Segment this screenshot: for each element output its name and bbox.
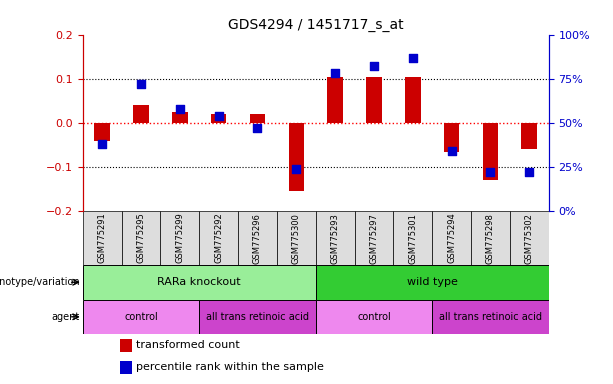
Bar: [432, 211, 471, 265]
Text: all trans retinoic acid: all trans retinoic acid: [206, 312, 309, 322]
Point: [291, 166, 301, 172]
Bar: [211, 114, 226, 123]
Bar: [327, 78, 343, 123]
Title: GDS4294 / 1451717_s_at: GDS4294 / 1451717_s_at: [228, 18, 403, 32]
Text: GSM775301: GSM775301: [408, 213, 417, 263]
Text: percentile rank within the sample: percentile rank within the sample: [136, 362, 324, 372]
Bar: [161, 211, 199, 265]
Text: control: control: [357, 312, 391, 322]
Bar: [199, 300, 316, 334]
Text: wild type: wild type: [407, 277, 457, 287]
Text: GSM775297: GSM775297: [370, 213, 378, 263]
Text: GSM775298: GSM775298: [486, 213, 495, 263]
Point: [524, 169, 534, 175]
Text: genotype/variation: genotype/variation: [0, 277, 80, 287]
Point: [97, 141, 107, 147]
Point: [253, 125, 262, 131]
Bar: [471, 211, 510, 265]
Point: [330, 70, 340, 76]
Bar: [316, 265, 549, 300]
Bar: [249, 114, 265, 123]
Bar: [482, 123, 498, 180]
Text: transformed count: transformed count: [136, 340, 240, 350]
Bar: [366, 76, 382, 123]
Bar: [121, 211, 161, 265]
Bar: [289, 123, 304, 191]
Text: GSM775299: GSM775299: [175, 213, 185, 263]
Bar: [133, 105, 149, 123]
Point: [136, 81, 146, 87]
Text: all trans retinoic acid: all trans retinoic acid: [439, 312, 542, 322]
Text: agent: agent: [51, 312, 80, 322]
Bar: [83, 265, 316, 300]
Bar: [199, 211, 238, 265]
Bar: [444, 123, 459, 152]
Text: GSM775291: GSM775291: [97, 213, 107, 263]
Bar: [405, 76, 421, 123]
Text: GSM775300: GSM775300: [292, 213, 301, 263]
Bar: [83, 300, 199, 334]
Bar: [83, 211, 121, 265]
Text: GSM775294: GSM775294: [447, 213, 456, 263]
Bar: [238, 211, 277, 265]
Bar: [120, 361, 132, 374]
Bar: [172, 112, 188, 123]
Bar: [277, 211, 316, 265]
Text: RARa knockout: RARa knockout: [158, 277, 241, 287]
Bar: [354, 211, 394, 265]
Point: [408, 55, 417, 61]
Bar: [432, 300, 549, 334]
Text: GSM775296: GSM775296: [253, 213, 262, 263]
Text: GSM775302: GSM775302: [525, 213, 534, 263]
Bar: [522, 123, 537, 149]
Bar: [394, 211, 432, 265]
Text: control: control: [124, 312, 158, 322]
Text: GSM775295: GSM775295: [137, 213, 145, 263]
Bar: [510, 211, 549, 265]
Point: [447, 148, 457, 154]
Text: GSM775293: GSM775293: [330, 213, 340, 263]
Point: [214, 113, 224, 119]
Bar: [316, 300, 432, 334]
Bar: [120, 339, 132, 352]
Point: [369, 63, 379, 70]
Bar: [94, 123, 110, 141]
Point: [485, 169, 495, 175]
Point: [175, 106, 185, 112]
Bar: [316, 211, 354, 265]
Text: GSM775292: GSM775292: [214, 213, 223, 263]
